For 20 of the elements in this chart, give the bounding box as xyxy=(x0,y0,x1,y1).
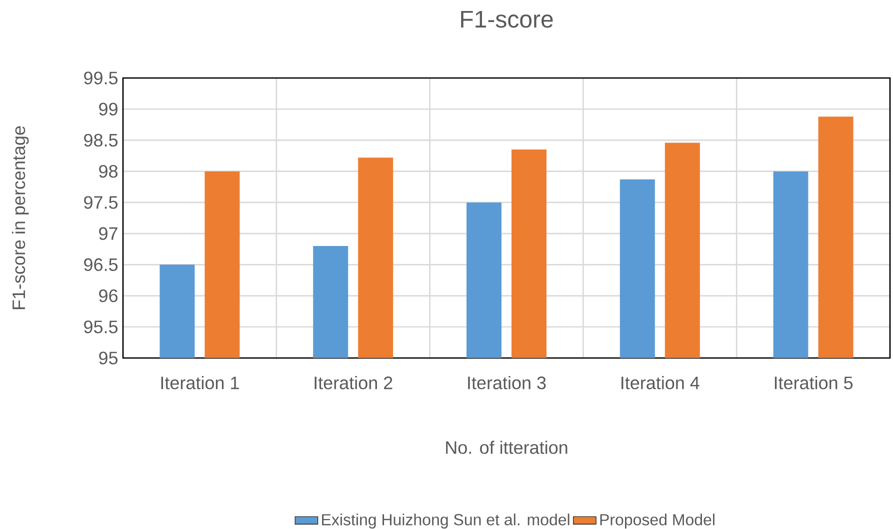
x-tick-label: Iteration 3 xyxy=(468,376,546,390)
x-axis-title: No. of itteration xyxy=(446,440,568,454)
x-tick-label: Iteration 2 xyxy=(314,376,392,390)
legend-label: Existing Huizhong Sun et al. model xyxy=(322,514,570,529)
y-tick-label: 95.5 xyxy=(84,320,118,334)
y-tick-label: 97.5 xyxy=(84,196,118,209)
y-axis-title: F1-score in percentage xyxy=(12,126,29,310)
y-tick-label: 98 xyxy=(99,164,118,178)
chart-title: F1-score xyxy=(461,10,553,28)
y-tick-label: 96 xyxy=(99,289,118,302)
x-tick-label: Iteration 5 xyxy=(774,376,853,390)
y-tick-label: 99.5 xyxy=(84,72,118,84)
legend-label: Proposed Model xyxy=(600,514,714,529)
y-tick-label: 98.5 xyxy=(84,134,118,147)
y-tick-label: 97 xyxy=(99,227,118,240)
x-tick-label: Iteration 4 xyxy=(622,376,700,390)
y-tick-label: 96.5 xyxy=(84,258,118,272)
y-tick-label: 95 xyxy=(99,352,118,364)
x-tick-label: Iteration 1 xyxy=(161,376,239,390)
y-tick-label: 99 xyxy=(99,102,118,116)
